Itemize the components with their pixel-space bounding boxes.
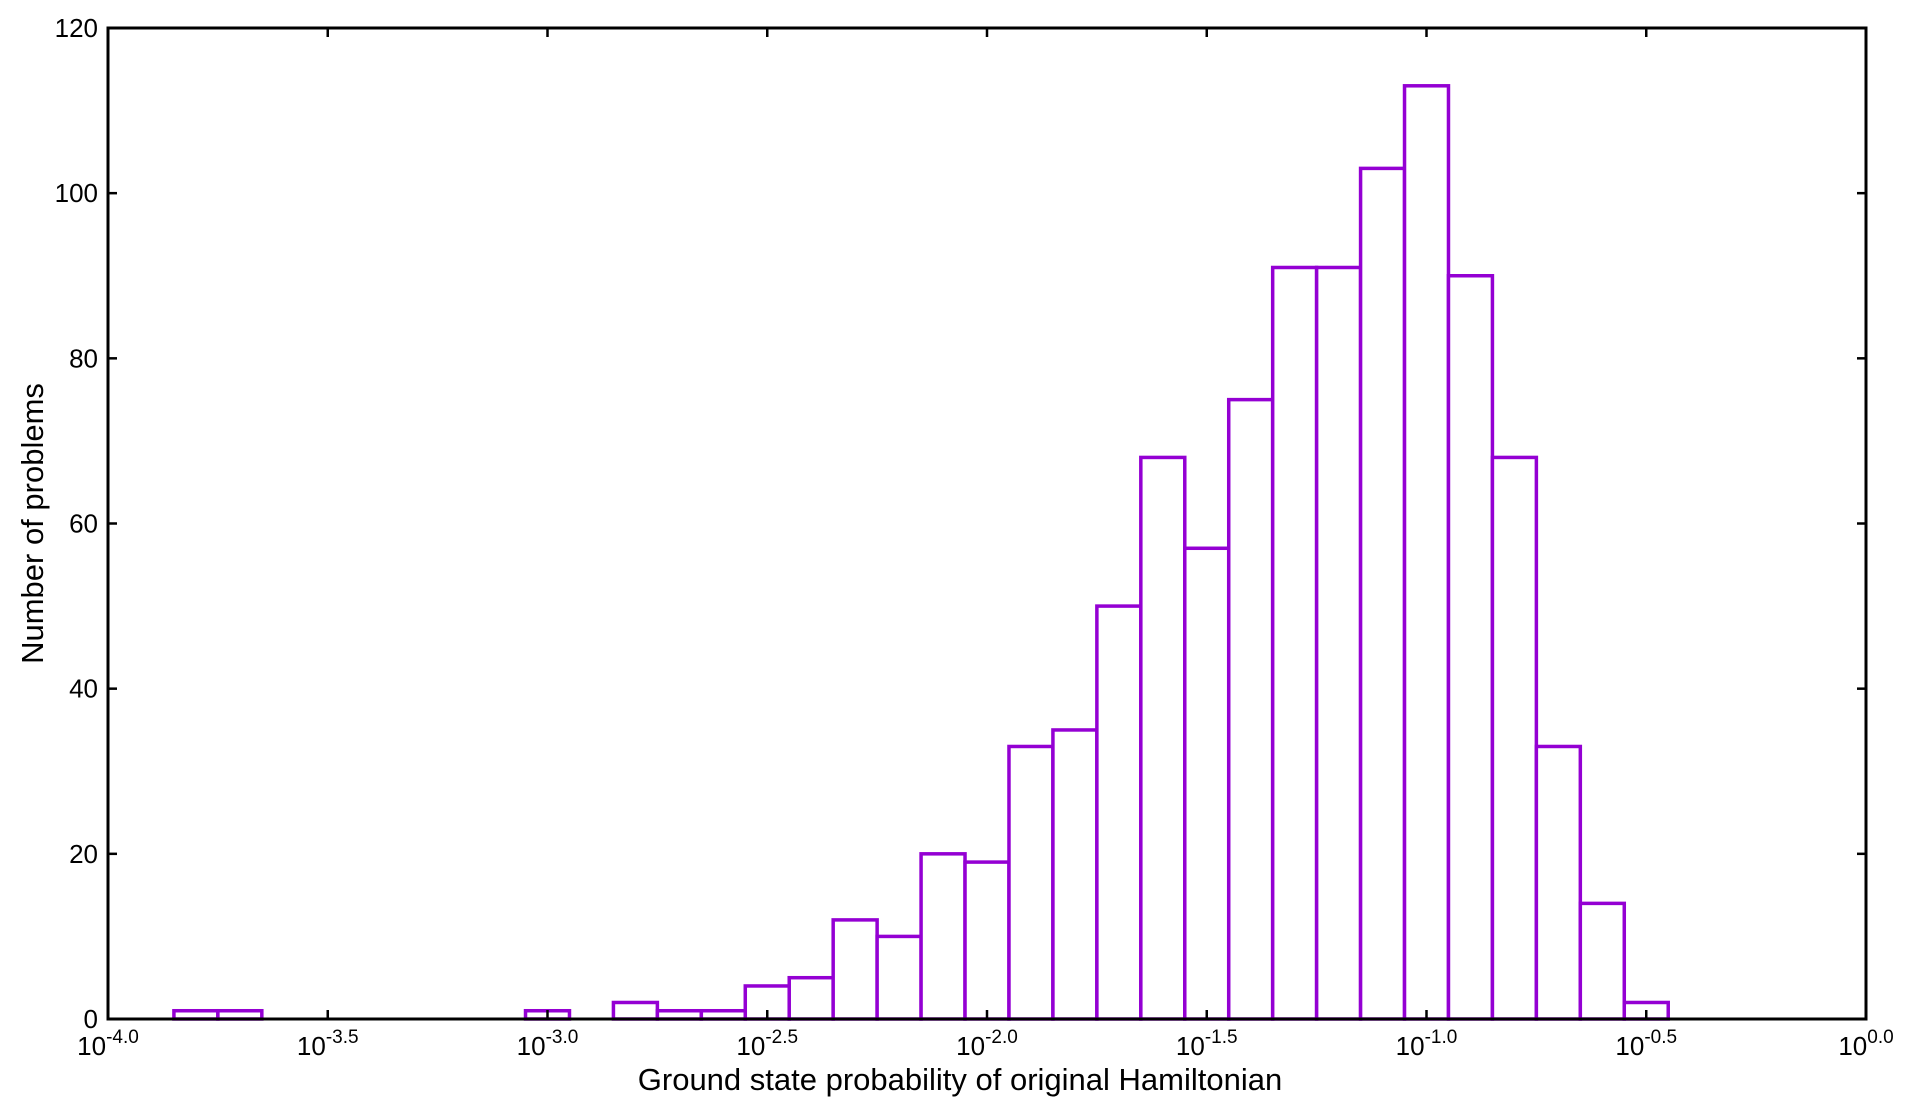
y-tick-label: 20 (69, 839, 98, 869)
x-tick-label: 10-1.5 (1176, 1027, 1238, 1061)
histogram-bar (1051, 728, 1099, 1021)
bars-group (172, 84, 1670, 1021)
y-tick-label: 60 (69, 509, 98, 539)
histogram-bar (1226, 397, 1275, 1021)
y-tick-label: 0 (84, 1004, 98, 1034)
y-axis-title: Number of problems (15, 383, 50, 664)
x-tick-label: 10-4.0 (77, 1027, 139, 1061)
histogram-bar (831, 918, 879, 1021)
y-tick-label: 80 (69, 343, 98, 373)
histogram-bar (963, 860, 1011, 1021)
histogram-bar (611, 1000, 660, 1021)
histogram-bar (1270, 265, 1319, 1021)
x-tick-label: 10-2.0 (956, 1027, 1018, 1061)
histogram-bar (1402, 84, 1451, 1021)
x-tick-label: 10-0.5 (1615, 1027, 1677, 1061)
histogram-bar (1007, 744, 1055, 1021)
histogram-bar (1490, 455, 1539, 1021)
histogram-bar (1446, 274, 1495, 1021)
histogram-bar (787, 975, 835, 1021)
histogram-bar (875, 934, 923, 1021)
plot-frame (106, 26, 1868, 1021)
x-tick-labels: 10-4.0 10-3.5 10-3.0 10-2.5 10-2.0 10-1.5 10-1… (77, 1027, 1894, 1061)
x-tick-label: 10-3.5 (297, 1027, 359, 1061)
x-axis-title: Ground state probability of original Ham… (638, 1062, 1282, 1097)
histogram-bar (919, 852, 967, 1021)
histogram-bar (1095, 604, 1143, 1021)
y-tick-label: 40 (69, 674, 98, 704)
histogram-bar (1578, 901, 1627, 1021)
histogram-bar (1534, 744, 1583, 1021)
x-tick-label: 100.0 (1838, 1027, 1893, 1061)
x-tick-label: 10-1.0 (1396, 1027, 1458, 1061)
histogram-bar (1314, 265, 1363, 1021)
y-tick-labels: 0 20 40 60 80 100 120 (55, 13, 98, 1034)
histogram-bar (1358, 166, 1407, 1021)
y-tick-label: 100 (55, 178, 98, 208)
y-tick-label: 120 (55, 13, 98, 43)
x-tick-label: 10-2.5 (736, 1027, 798, 1061)
x-tick-label: 10-3.0 (517, 1027, 579, 1061)
histogram-bar (1139, 455, 1187, 1021)
histogram-bar (1183, 546, 1231, 1021)
